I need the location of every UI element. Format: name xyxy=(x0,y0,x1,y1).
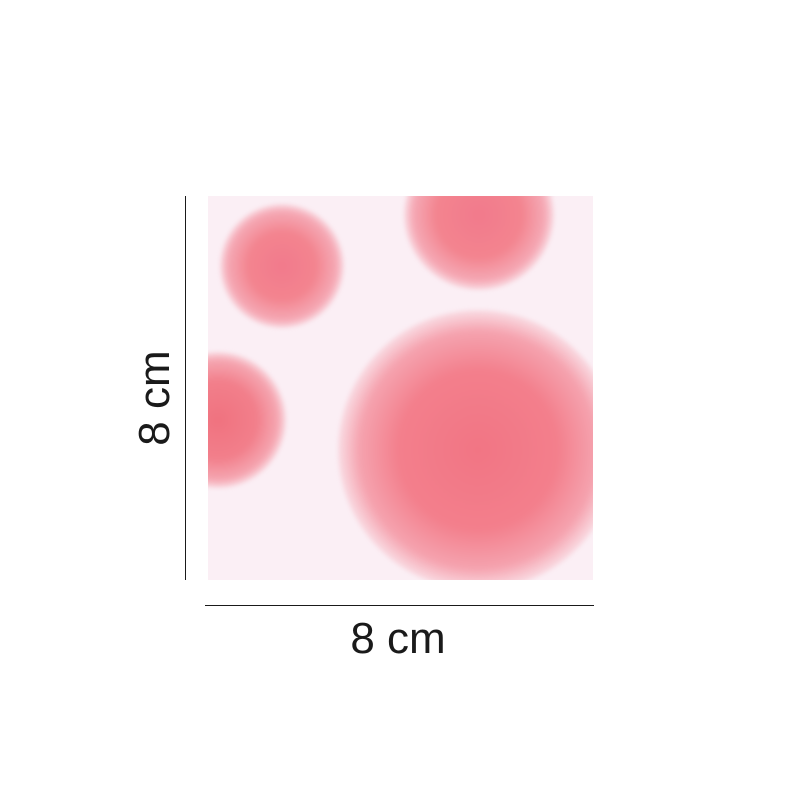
width-dimension-line xyxy=(205,605,594,606)
width-label: 8 cm xyxy=(350,614,446,663)
pink-dot xyxy=(404,196,554,290)
height-label: 8 cm xyxy=(130,350,179,446)
sticky-note-pad xyxy=(208,196,593,580)
pink-dot xyxy=(220,204,344,328)
pink-dot xyxy=(208,352,286,488)
pink-dot xyxy=(338,310,593,580)
height-dimension-line xyxy=(185,196,186,580)
